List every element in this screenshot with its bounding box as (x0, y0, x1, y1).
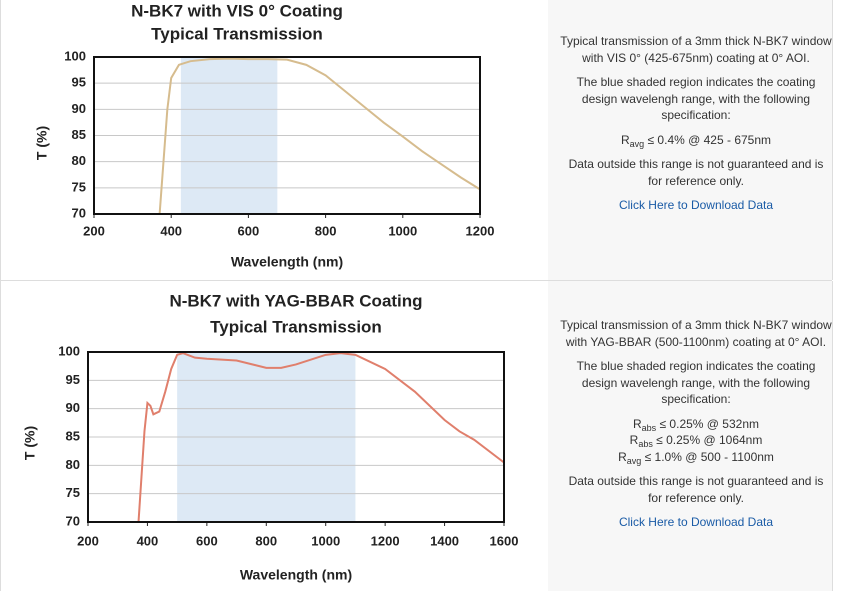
plot-frame (87, 351, 505, 523)
x-tick-label: 800 (315, 223, 337, 238)
x-tick-label: 200 (77, 533, 99, 548)
chart-subtitle: Typical Transmission (151, 24, 323, 43)
row: N-BK7 with VIS 0° Coating Typical Transmi… (0, 0, 833, 281)
plot-frame (93, 56, 481, 215)
specs: Rabs ≤ 0.25% @ 532nm Rabs ≤ 0.25% @ 1064n… (560, 416, 832, 466)
spec-symbol: R (629, 433, 639, 447)
y-tick-label: 95 (72, 75, 86, 90)
intro: Typical transmission of a 3mm thick N-BK… (560, 34, 832, 65)
download-link[interactable]: Click Here to Download Data (618, 198, 774, 212)
note: Data outside this range is not guarantee… (568, 157, 824, 188)
x-tick-label: 1000 (388, 223, 417, 238)
spec-line: Ravg ≤ 0.4% @ 425 - 675nm (560, 132, 832, 149)
description-cell: Typical transmission of a 3mm thick N-BK… (548, 0, 833, 280)
y-axis-label: T (%) (22, 426, 38, 460)
spec-sub: abs (638, 439, 653, 449)
spec-text: ≤ 0.25% @ 532nm (659, 416, 760, 431)
spec-text: ≤ 1.0% @ 500 - 1100nm (644, 449, 774, 464)
spec-text: ≤ 0.4% @ 425 - 675nm (647, 132, 772, 147)
spec-sub: avg (629, 138, 645, 149)
x-tick-label: 1200 (466, 223, 495, 238)
chart-title: N-BK7 with VIS 0° Coating (131, 1, 343, 20)
y-tick-label: 75 (72, 179, 86, 194)
y-tick-label: 80 (72, 153, 86, 168)
spec-line: Ravg ≤ 1.0% @ 500 - 1100nm (560, 449, 832, 466)
download-link[interactable]: Click Here to Download Data (618, 515, 774, 529)
spec-line: Rabs ≤ 0.25% @ 1064nm (560, 432, 832, 449)
description-cell: Typical transmission of a 3mm thick N-BK… (548, 281, 833, 591)
chart: N-BK7 with YAG-BBAR Coating Typical Trans… (22, 291, 519, 583)
y-tick-label: 100 (64, 48, 86, 63)
description: Typical transmission of a 3mm thick N-BK… (560, 33, 832, 222)
chart-title: N-BK7 with YAG-BBAR Coating (169, 291, 422, 310)
y-tick-label: 90 (72, 101, 86, 116)
y-tick-label: 75 (66, 485, 80, 500)
spec-sub: avg (626, 455, 642, 466)
shading-note: The blue shaded region indicates the coa… (576, 359, 816, 406)
data-line (137, 352, 505, 523)
chart-subtitle: Typical Transmission (210, 317, 382, 336)
chart-cell: N-BK7 with YAG-BBAR Coating Typical Trans… (0, 281, 549, 591)
y-tick-label: 85 (66, 428, 80, 443)
data-line (158, 57, 481, 215)
x-tick-label: 400 (160, 223, 182, 238)
note: Data outside this range is not guarantee… (568, 474, 824, 505)
chart: N-BK7 with VIS 0° Coating Typical Transmi… (34, 1, 495, 270)
x-tick-label: 400 (137, 533, 159, 548)
x-axis-label: Wavelength (nm) (240, 567, 352, 583)
y-tick-label: 95 (66, 372, 80, 387)
x-axis-label: Wavelength (nm) (231, 254, 343, 270)
x-tick-label: 800 (255, 533, 277, 548)
y-tick-label: 80 (66, 457, 80, 472)
shading-note: The blue shaded region indicates the coa… (576, 75, 816, 122)
y-tick-label: 85 (72, 127, 86, 142)
description: Typical transmission of a 3mm thick N-BK… (560, 317, 832, 539)
y-tick-label: 70 (72, 205, 86, 220)
x-tick-label: 1400 (430, 533, 459, 548)
x-tick-label: 1600 (490, 533, 519, 548)
intro: Typical transmission of a 3mm thick N-BK… (560, 318, 832, 349)
spec-symbol: R (632, 416, 642, 431)
y-tick-label: 90 (66, 400, 80, 415)
x-tick-label: 200 (83, 223, 105, 238)
y-axis-label: T (%) (34, 126, 50, 160)
spec-sub: abs (641, 422, 657, 433)
specs: Ravg ≤ 0.4% @ 425 - 675nm (560, 132, 832, 149)
x-tick-label: 600 (196, 533, 218, 548)
x-tick-label: 1000 (311, 533, 340, 548)
x-tick-label: 600 (238, 223, 260, 238)
y-tick-label: 100 (58, 343, 80, 358)
spec-line: Rabs ≤ 0.25% @ 532nm (560, 416, 832, 433)
row: N-BK7 with YAG-BBAR Coating Typical Trans… (0, 281, 833, 591)
spec-symbol: R (618, 449, 627, 464)
y-tick-label: 70 (66, 513, 80, 528)
spec-text: ≤ 0.25% @ 1064nm (656, 433, 763, 447)
x-tick-label: 1200 (371, 533, 400, 548)
chart-cell: N-BK7 with VIS 0° Coating Typical Transmi… (0, 0, 549, 280)
spec-symbol: R (620, 132, 630, 147)
